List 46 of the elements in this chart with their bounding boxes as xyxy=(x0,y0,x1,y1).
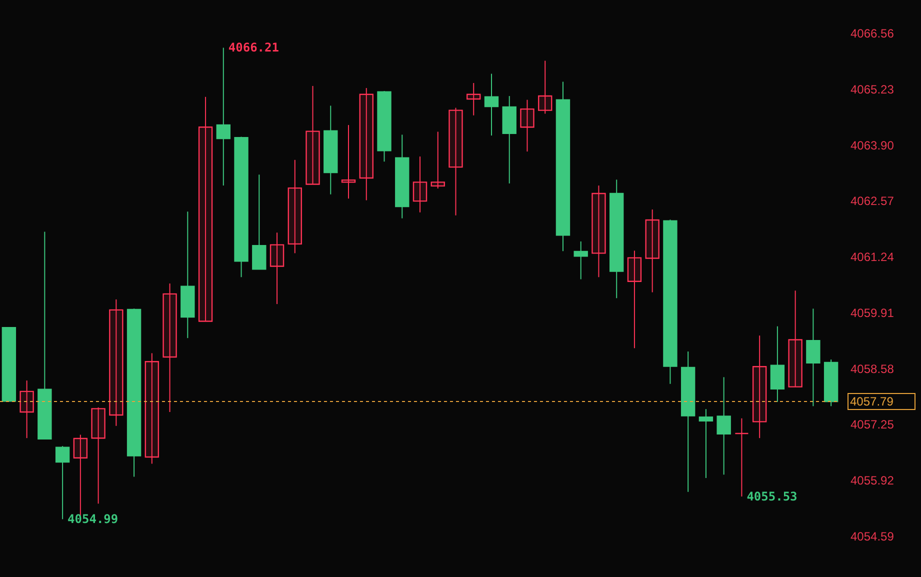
candlestick xyxy=(55,446,70,520)
candlestick xyxy=(341,124,356,200)
candlestick xyxy=(109,298,124,426)
candlestick xyxy=(770,326,785,402)
candlestick xyxy=(91,406,106,504)
candlestick xyxy=(574,240,588,280)
candlestick xyxy=(592,185,606,278)
y-tick-label: 4055.92 xyxy=(850,474,894,488)
candlestick xyxy=(716,376,731,476)
candlestick xyxy=(252,174,266,270)
y-tick-label: 4054.59 xyxy=(850,530,894,544)
candlestick xyxy=(645,208,660,293)
y-tick-label: 4061.24 xyxy=(850,250,894,264)
annotation: 4066.21 xyxy=(228,40,279,55)
annotation: 4054.99 xyxy=(68,512,118,526)
candlestick xyxy=(448,107,463,216)
candlestick xyxy=(144,352,160,464)
candlestick xyxy=(198,96,213,322)
candlestick xyxy=(627,250,642,349)
y-tick-label: 4059.91 xyxy=(850,306,894,320)
y-tick-label: 4057.25 xyxy=(850,418,894,432)
candlestick xyxy=(20,380,34,439)
candlestick xyxy=(734,418,749,497)
candlestick xyxy=(466,82,481,116)
candlestick xyxy=(359,88,374,201)
candlestick xyxy=(806,308,820,407)
ref-line-label: 4057.79 xyxy=(850,394,894,409)
candlestick xyxy=(162,282,177,413)
y-tick-label: 4063.90 xyxy=(850,138,894,152)
y-tick-label: 4065.23 xyxy=(850,82,894,96)
candlestick xyxy=(752,335,767,439)
candlestick xyxy=(216,47,231,186)
candlestick xyxy=(788,290,802,388)
candlestick xyxy=(538,60,552,114)
y-tick-label: 4066.56 xyxy=(850,26,894,40)
candlestick xyxy=(270,232,284,305)
candlestick xyxy=(306,85,320,185)
candlestick xyxy=(430,131,445,189)
y-tick-label: 4058.58 xyxy=(850,362,894,376)
candlestick xyxy=(288,159,302,254)
annotation: 4055.53 xyxy=(746,490,798,504)
candlestick xyxy=(484,73,499,136)
candlestick xyxy=(412,156,428,213)
y-tick-label: 4062.57 xyxy=(850,194,894,208)
candlestick xyxy=(520,99,534,152)
candlestick xyxy=(698,408,714,479)
